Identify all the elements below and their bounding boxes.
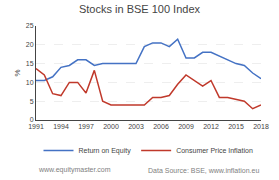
svg-text:2009: 2009 xyxy=(178,123,194,130)
svg-text:0: 0 xyxy=(30,116,34,123)
svg-text:2006: 2006 xyxy=(153,123,169,130)
svg-text:15: 15 xyxy=(26,60,34,67)
svg-text:Consumer Price Inflation: Consumer Price Inflation xyxy=(176,147,253,154)
svg-text:2015: 2015 xyxy=(228,123,244,130)
svg-text:25: 25 xyxy=(26,22,34,29)
svg-text:10: 10 xyxy=(26,79,34,86)
svg-text:1991: 1991 xyxy=(28,123,44,130)
svg-text:%: % xyxy=(13,69,22,76)
svg-text:Data Source: BSE, www.inflatio: Data Source: BSE, www.inflation.eu xyxy=(148,167,259,174)
svg-text:1994: 1994 xyxy=(53,123,69,130)
svg-text:2003: 2003 xyxy=(128,123,144,130)
svg-text:Return on Equity: Return on Equity xyxy=(79,147,132,155)
svg-text:www.equitymaster.com: www.equitymaster.com xyxy=(38,166,111,174)
svg-text:2018: 2018 xyxy=(253,123,269,130)
svg-text:20: 20 xyxy=(26,41,34,48)
svg-text:1997: 1997 xyxy=(78,123,94,130)
svg-text:Stocks in BSE 100 Index: Stocks in BSE 100 Index xyxy=(79,3,201,15)
svg-text:2000: 2000 xyxy=(103,123,119,130)
svg-text:2012: 2012 xyxy=(203,123,219,130)
svg-text:5: 5 xyxy=(30,98,34,105)
